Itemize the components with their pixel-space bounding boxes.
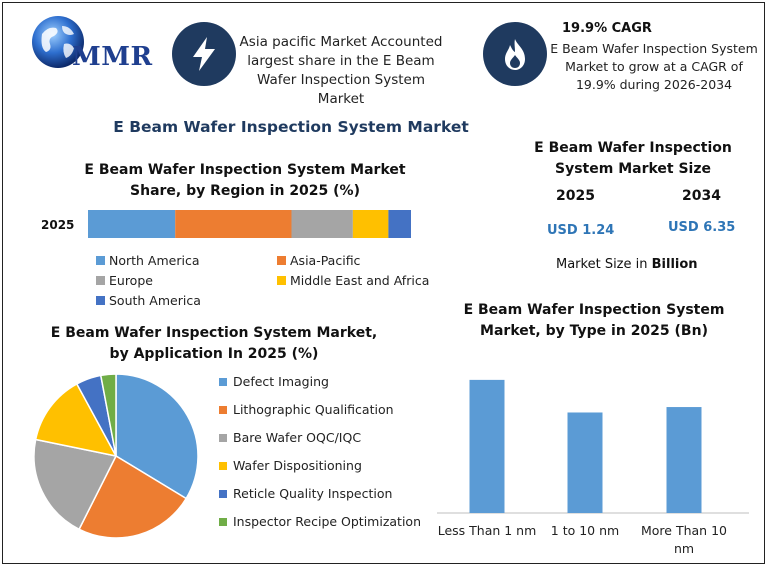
type-chart-title: E Beam Wafer Inspection System Market, b…: [463, 302, 725, 339]
main-title: E Beam Wafer Inspection System Market: [113, 118, 469, 136]
region-legend-item: South America: [96, 293, 201, 308]
type-bar-more-than-10-nm: [666, 407, 702, 513]
application-chart-title: E Beam Wafer Inspection System Market, b…: [50, 325, 378, 362]
headline-badge: [172, 22, 236, 86]
size-note-unit: Billion: [651, 257, 698, 272]
application-pie-chart: [33, 373, 199, 539]
region-bar-asia-pacific: [175, 210, 292, 238]
legend-swatch: [219, 517, 227, 526]
legend-swatch: [219, 405, 227, 414]
brand-name: MMR: [72, 42, 153, 72]
legend-swatch: [277, 256, 286, 265]
brand-logo: MMR: [10, 8, 160, 76]
legend-label: Defect Imaging: [233, 374, 329, 389]
legend-label: Lithographic Qualification: [233, 402, 394, 417]
legend-label: Reticle Quality Inspection: [233, 486, 393, 501]
region-bar-europe: [291, 210, 353, 238]
type-bar-less-than-1-nm: [469, 379, 505, 513]
region-legend-item: North America: [96, 253, 200, 268]
region-legend-item: Middle East and Africa: [277, 273, 429, 288]
region-category-label: 2025: [41, 218, 74, 232]
application-legend-item: Defect Imaging: [219, 374, 329, 389]
pie-slice-inspector-recipe-optimization: [99, 373, 117, 457]
legend-swatch: [219, 433, 227, 442]
application-legend-item: Reticle Quality Inspection: [219, 486, 392, 501]
size-note-prefix: Market Size in: [556, 257, 652, 272]
pie-slice-bare-wafer-oqc-iqc: [33, 438, 118, 531]
legend-swatch: [219, 377, 227, 386]
region-chart-title: E Beam Wafer Inspection System Market Sh…: [84, 162, 406, 199]
type-tick-label: More Than 10 nm: [641, 523, 727, 556]
application-legend-item: Lithographic Qualification: [219, 402, 394, 417]
flame-icon: [505, 39, 525, 70]
cagr-title: 19.9% CAGR: [562, 21, 652, 36]
size-value-b: USD 6.35: [668, 220, 736, 235]
legend-swatch: [219, 461, 227, 470]
region-bar-south-america: [388, 210, 411, 238]
lightning-bolt-icon: [193, 37, 215, 71]
region-legend-item: Asia-Pacific: [277, 253, 360, 268]
region-bar-north-america: [88, 210, 176, 238]
legend-label: Middle East and Africa: [290, 273, 430, 288]
type-bar-svg: [437, 379, 749, 514]
legend-swatch: [277, 276, 286, 285]
cagr-badge: [483, 22, 547, 86]
application-legend-item: Inspector Recipe Optimization: [219, 514, 421, 529]
pie-slice-defect-imaging: [115, 373, 199, 500]
application-legend-item: Wafer Dispositioning: [219, 458, 362, 473]
size-year-b: 2034: [682, 188, 721, 204]
legend-label: Asia-Pacific: [290, 253, 361, 268]
legend-label: Wafer Dispositioning: [233, 458, 362, 473]
type-bar-1-to-10-nm: [567, 412, 603, 513]
type-bar-chart: Less Than 1 nm 1 to 10 nm More Than 10 nm: [433, 350, 753, 560]
legend-swatch: [219, 489, 227, 498]
globe-icon: [32, 16, 84, 68]
pie-slice-wafer-dispositioning: [34, 382, 118, 458]
legend-swatch: [96, 276, 105, 285]
application-legend-item: Bare Wafer OQC/IQC: [219, 430, 361, 445]
region-bar-middle-east-and-africa: [352, 210, 389, 238]
headline-text: Asia pacific Market Accounted largest sh…: [239, 34, 443, 107]
size-year-a: 2025: [556, 188, 595, 204]
region-stacked-bar-chart: 2025: [41, 210, 411, 238]
legend-label: North America: [109, 253, 200, 268]
legend-swatch: [96, 296, 105, 305]
legend-label: Bare Wafer OQC/IQC: [233, 430, 362, 445]
type-tick-label: Less Than 1 nm: [437, 523, 537, 538]
market-size-title: E Beam Wafer Inspection System Market Si…: [534, 140, 732, 177]
size-value-a: USD 1.24: [547, 223, 615, 238]
size-unit-note: Market Size in Billion: [556, 257, 698, 272]
type-tick-label: 1 to 10 nm: [550, 523, 620, 538]
legend-label: Europe: [109, 273, 153, 288]
legend-label: Inspector Recipe Optimization: [233, 514, 422, 529]
region-legend-item: Europe: [96, 273, 153, 288]
legend-label: South America: [109, 293, 201, 308]
legend-swatch: [96, 256, 105, 265]
cagr-text: E Beam Wafer Inspection System Market to…: [550, 41, 758, 92]
